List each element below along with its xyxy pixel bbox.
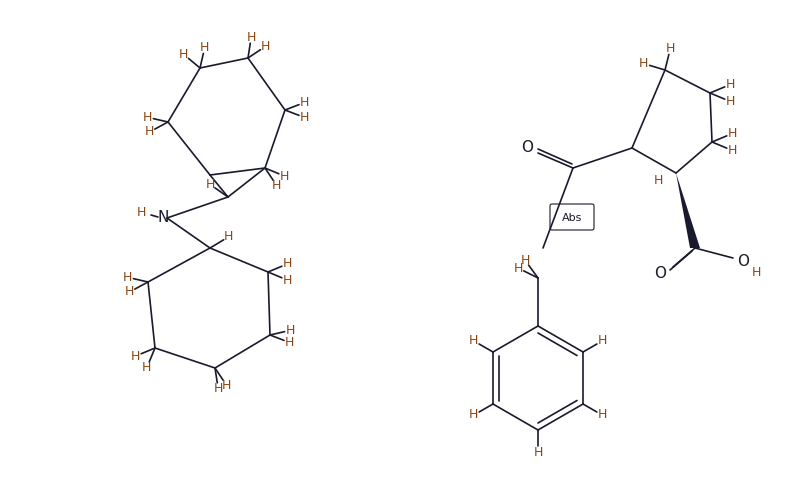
Text: H: H: [653, 175, 663, 188]
Text: H: H: [179, 48, 189, 61]
Text: H: H: [285, 336, 295, 349]
Text: H: H: [597, 408, 607, 422]
Text: Abs: Abs: [562, 213, 582, 223]
Polygon shape: [676, 173, 700, 248]
Text: O: O: [521, 141, 533, 155]
Text: H: H: [261, 40, 270, 53]
Text: H: H: [143, 111, 152, 124]
Text: H: H: [521, 254, 530, 267]
Text: H: H: [213, 382, 223, 395]
Text: H: H: [639, 57, 649, 70]
Text: H: H: [300, 111, 310, 124]
Text: H: H: [533, 446, 543, 458]
Text: H: H: [728, 127, 737, 140]
Text: H: H: [145, 125, 154, 139]
Text: H: H: [224, 230, 234, 243]
Text: H: H: [726, 95, 735, 108]
Text: H: H: [469, 408, 479, 422]
Text: H: H: [280, 170, 289, 183]
Text: H: H: [142, 361, 152, 374]
Text: H: H: [726, 78, 735, 91]
Text: O: O: [737, 253, 749, 268]
Text: H: H: [751, 266, 761, 280]
Text: H: H: [123, 271, 132, 284]
Text: H: H: [205, 178, 215, 191]
Text: N: N: [157, 210, 169, 226]
Text: H: H: [246, 31, 256, 44]
Text: H: H: [283, 257, 292, 270]
Text: H: H: [286, 324, 295, 337]
Text: H: H: [137, 206, 145, 219]
Text: H: H: [728, 144, 737, 157]
Text: H: H: [125, 286, 134, 298]
Text: H: H: [131, 349, 141, 362]
Text: H: H: [597, 335, 607, 347]
Text: H: H: [469, 335, 479, 347]
Text: H: H: [272, 179, 281, 192]
Text: H: H: [283, 274, 292, 287]
Text: H: H: [514, 262, 523, 275]
FancyBboxPatch shape: [550, 204, 594, 230]
Text: H: H: [300, 96, 310, 109]
Text: H: H: [666, 42, 675, 55]
Text: H: H: [222, 379, 231, 392]
Text: H: H: [200, 41, 209, 54]
Text: O: O: [654, 266, 666, 282]
